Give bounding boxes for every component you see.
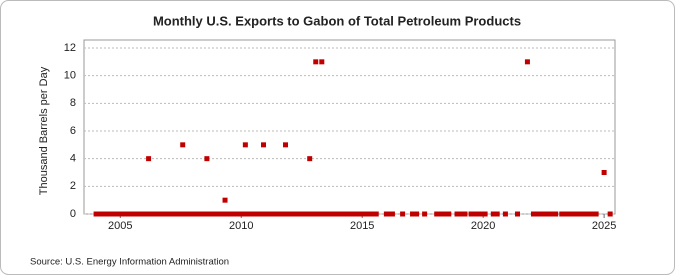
data-point bbox=[422, 211, 428, 217]
data-point bbox=[143, 211, 149, 217]
data-point bbox=[202, 211, 208, 217]
data-point bbox=[305, 211, 311, 217]
x-tick-label: 2005 bbox=[108, 220, 132, 232]
y-tick-label: 8 bbox=[70, 97, 76, 109]
data-point bbox=[515, 211, 521, 217]
data-point bbox=[593, 211, 599, 217]
data-point bbox=[204, 156, 210, 162]
data-point bbox=[400, 211, 406, 217]
data-point bbox=[494, 211, 500, 217]
data-point bbox=[462, 211, 468, 217]
data-point bbox=[307, 156, 313, 162]
x-tick-label: 2025 bbox=[592, 220, 616, 232]
data-point bbox=[553, 211, 559, 217]
data-point bbox=[502, 211, 508, 217]
data-point bbox=[414, 211, 420, 217]
data-point bbox=[446, 211, 452, 217]
data-point bbox=[474, 211, 480, 217]
x-tick-label: 2010 bbox=[229, 220, 253, 232]
source: Source: U.S. Energy Information Administ… bbox=[30, 257, 229, 268]
data-point bbox=[178, 211, 184, 217]
data-point bbox=[311, 211, 317, 217]
chart-title: Monthly U.S. Exports to Gabon of Total P… bbox=[153, 13, 521, 28]
data-point bbox=[240, 211, 246, 217]
data-point bbox=[260, 142, 266, 148]
data-point bbox=[258, 211, 264, 217]
data-point bbox=[482, 211, 488, 217]
x-tick-label: 2020 bbox=[471, 220, 495, 232]
data-point bbox=[373, 211, 379, 217]
data-point bbox=[222, 197, 228, 203]
data-point bbox=[601, 170, 607, 175]
data-point bbox=[607, 211, 613, 217]
y-tick-label: 10 bbox=[64, 70, 76, 82]
y-axis-label: Thousand Barrels per Day bbox=[38, 66, 50, 195]
data-point bbox=[319, 59, 325, 65]
x-tick-label: 2015 bbox=[350, 220, 374, 232]
y-tick-label: 0 bbox=[70, 208, 76, 220]
data-point bbox=[317, 211, 323, 217]
data-point bbox=[524, 59, 530, 65]
y-tick-label: 12 bbox=[64, 42, 76, 54]
data-point bbox=[389, 211, 395, 217]
data-point bbox=[283, 142, 289, 148]
y-tick-label: 2 bbox=[70, 180, 76, 192]
y-tick-label: 6 bbox=[70, 125, 76, 137]
data-point bbox=[180, 142, 186, 148]
data-point bbox=[313, 59, 319, 65]
y-tick-label: 4 bbox=[70, 153, 76, 165]
data-point bbox=[281, 211, 287, 217]
data-point bbox=[220, 211, 226, 217]
data-point bbox=[146, 156, 152, 162]
data-point bbox=[242, 142, 248, 148]
